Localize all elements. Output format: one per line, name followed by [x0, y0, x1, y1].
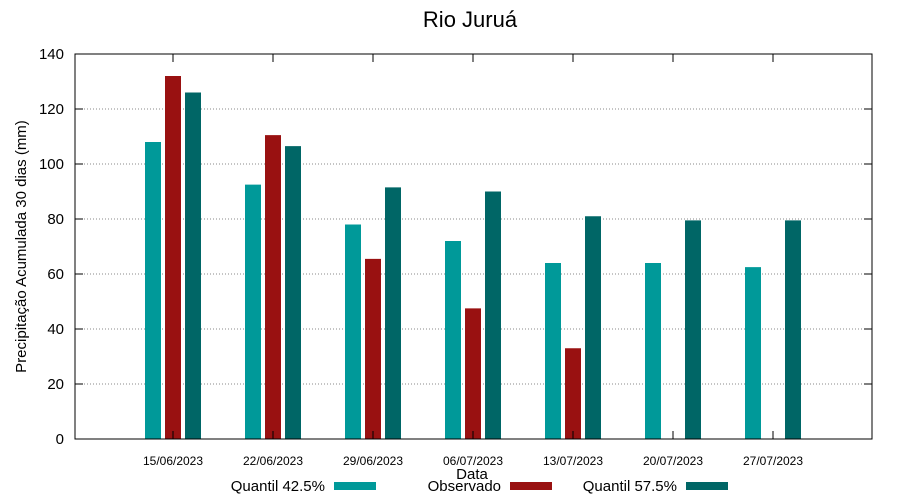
- bar-quantil-42-5: [445, 241, 461, 439]
- y-tick-label: 100: [39, 156, 64, 173]
- x-tick-label: 15/06/2023: [143, 454, 203, 468]
- x-tick-label: 06/07/2023: [443, 454, 503, 468]
- x-tick-label: 20/07/2023: [643, 454, 703, 468]
- x-axis-label: Data: [456, 466, 488, 483]
- legend-swatch: [686, 482, 728, 490]
- bars: [145, 76, 801, 439]
- bar-quantil-57-5: [785, 220, 801, 439]
- bar-observado: [165, 76, 181, 439]
- y-tick-label: 120: [39, 101, 64, 118]
- legend-swatch: [334, 482, 376, 490]
- y-tick-label: 80: [47, 211, 64, 228]
- bar-quantil-42-5: [345, 224, 361, 439]
- y-tick-label: 40: [47, 321, 64, 338]
- x-tick-label: 27/07/2023: [743, 454, 803, 468]
- gridlines: [75, 108, 872, 385]
- bar-observado: [365, 258, 381, 439]
- bar-quantil-57-5: [585, 216, 601, 439]
- bar-quantil-57-5: [385, 187, 401, 439]
- bar-quantil-42-5: [645, 263, 661, 439]
- bar-quantil-42-5: [145, 142, 161, 439]
- bar-observado: [265, 135, 281, 439]
- y-axis-ticks: 0 20 40 60 80 100 120 140: [39, 46, 872, 448]
- y-tick-label: 140: [39, 46, 64, 63]
- legend-label: Quantil 57.5%: [583, 478, 677, 495]
- y-axis-label: Precipitação Acumulada 30 dias (mm): [13, 120, 30, 373]
- bar-quantil-57-5: [285, 146, 301, 439]
- bar-quantil-42-5: [545, 263, 561, 439]
- bar-observado: [565, 348, 581, 439]
- bar-quantil-57-5: [185, 92, 201, 439]
- x-tick-label: 13/07/2023: [543, 454, 603, 468]
- y-tick-label: 20: [47, 376, 64, 393]
- legend-label: Quantil 42.5%: [231, 478, 325, 495]
- x-tick-label: 22/06/2023: [243, 454, 303, 468]
- legend-swatch: [510, 482, 552, 490]
- x-axis-ticks: 15/06/2023 22/06/2023 29/06/2023 06/07/2023…: [143, 54, 803, 468]
- bar-quantil-42-5: [245, 184, 261, 439]
- y-tick-label: 0: [56, 431, 64, 448]
- legend: Quantil 42.5% Observado Quantil 57.5%: [231, 478, 728, 495]
- bar-observado: [465, 308, 481, 439]
- x-tick-label: 29/06/2023: [343, 454, 403, 468]
- bar-quantil-42-5: [745, 267, 761, 439]
- bar-quantil-57-5: [685, 220, 701, 439]
- y-tick-label: 60: [47, 266, 64, 283]
- chart-title: Rio Juruá: [423, 7, 518, 32]
- legend-label: Observado: [428, 478, 501, 495]
- bar-quantil-57-5: [485, 191, 501, 439]
